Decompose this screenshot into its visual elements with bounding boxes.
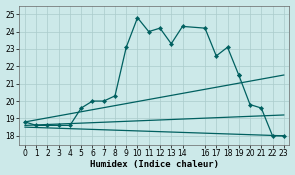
X-axis label: Humidex (Indice chaleur): Humidex (Indice chaleur) [90,160,219,169]
